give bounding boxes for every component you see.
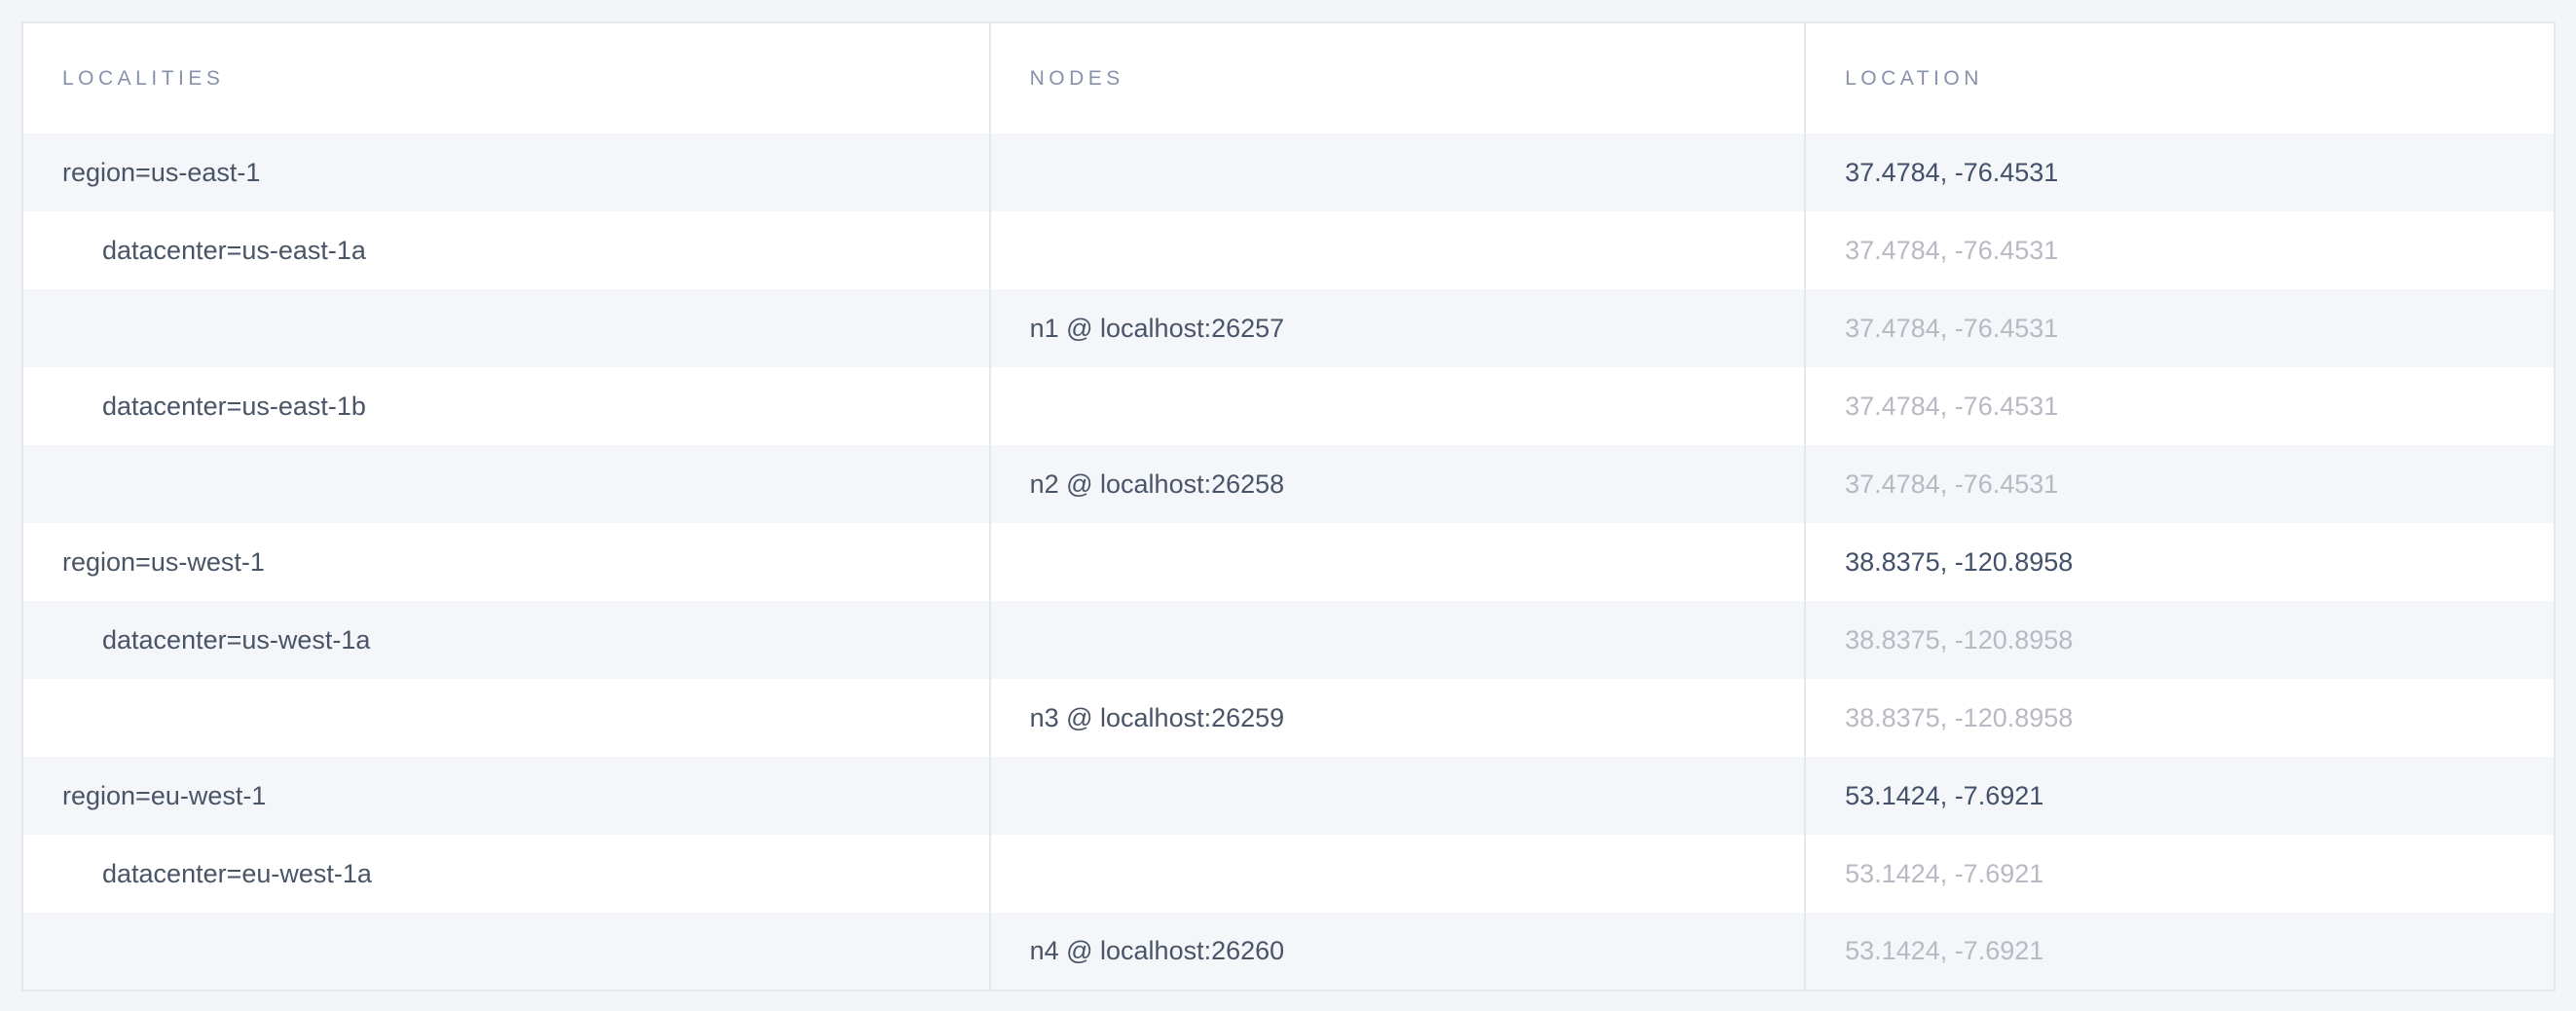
table-header: LOCALITIES NODES LOCATION <box>22 22 2555 133</box>
column-header-localities: LOCALITIES <box>22 22 990 133</box>
location-cell: 38.8375, -120.8958 <box>1804 523 2555 601</box>
node-cell <box>988 523 1806 601</box>
node-cell <box>988 367 1806 445</box>
table-row: n4 @ localhost:26260 53.1424, -7.6921 <box>22 913 2555 991</box>
table-row: n1 @ localhost:26257 37.4784, -76.4531 <box>22 289 2555 367</box>
column-header-nodes: NODES <box>988 22 1806 133</box>
table-row: n2 @ localhost:26258 37.4784, -76.4531 <box>22 445 2555 523</box>
column-header-location: LOCATION <box>1804 22 2555 133</box>
locality-cell <box>22 679 990 757</box>
location-cell: 37.4784, -76.4531 <box>1804 445 2555 523</box>
locality-cell: region=us-east-1 <box>62 157 261 187</box>
node-cell <box>988 133 1806 211</box>
locality-cell: datacenter=us-west-1a <box>102 624 371 655</box>
localities-table-container: LOCALITIES NODES LOCATION region=us-east… <box>21 21 2556 992</box>
table-row: region=us-west-1 38.8375, -120.8958 <box>22 523 2555 601</box>
table-row: datacenter=eu-west-1a 53.1424, -7.6921 <box>22 835 2555 913</box>
table-row: datacenter=us-west-1a 38.8375, -120.8958 <box>22 601 2555 679</box>
locality-cell <box>22 289 990 367</box>
location-cell: 37.4784, -76.4531 <box>1804 367 2555 445</box>
localities-table: LOCALITIES NODES LOCATION region=us-east… <box>21 21 2556 992</box>
table-header-row: LOCALITIES NODES LOCATION <box>22 22 2555 133</box>
table-row: region=us-east-1 37.4784, -76.4531 <box>22 133 2555 211</box>
table-row: datacenter=us-east-1b 37.4784, -76.4531 <box>22 367 2555 445</box>
table-row: n3 @ localhost:26259 38.8375, -120.8958 <box>22 679 2555 757</box>
location-cell: 53.1424, -7.6921 <box>1804 835 2555 913</box>
location-cell: 38.8375, -120.8958 <box>1804 601 2555 679</box>
locality-cell: datacenter=us-east-1a <box>102 235 366 265</box>
node-cell <box>988 835 1806 913</box>
table-row: datacenter=us-east-1a 37.4784, -76.4531 <box>22 211 2555 289</box>
node-cell: n4 @ localhost:26260 <box>988 913 1806 991</box>
locality-cell: datacenter=eu-west-1a <box>102 858 372 888</box>
table-row: region=eu-west-1 53.1424, -7.6921 <box>22 757 2555 835</box>
locality-cell: region=us-west-1 <box>62 546 265 577</box>
location-cell: 53.1424, -7.6921 <box>1804 757 2555 835</box>
locality-cell: region=eu-west-1 <box>62 780 267 810</box>
location-cell: 37.4784, -76.4531 <box>1804 133 2555 211</box>
node-cell: n3 @ localhost:26259 <box>988 679 1806 757</box>
node-cell: n2 @ localhost:26258 <box>988 445 1806 523</box>
node-cell <box>988 757 1806 835</box>
node-cell: n1 @ localhost:26257 <box>988 289 1806 367</box>
location-cell: 37.4784, -76.4531 <box>1804 289 2555 367</box>
locality-cell: datacenter=us-east-1b <box>102 391 366 421</box>
locality-cell <box>22 445 990 523</box>
node-cell <box>988 601 1806 679</box>
location-cell: 38.8375, -120.8958 <box>1804 679 2555 757</box>
location-cell: 53.1424, -7.6921 <box>1804 913 2555 991</box>
table-body: region=us-east-1 37.4784, -76.4531 datac… <box>22 133 2555 991</box>
node-cell <box>988 211 1806 289</box>
location-cell: 37.4784, -76.4531 <box>1804 211 2555 289</box>
locality-cell <box>22 913 990 991</box>
